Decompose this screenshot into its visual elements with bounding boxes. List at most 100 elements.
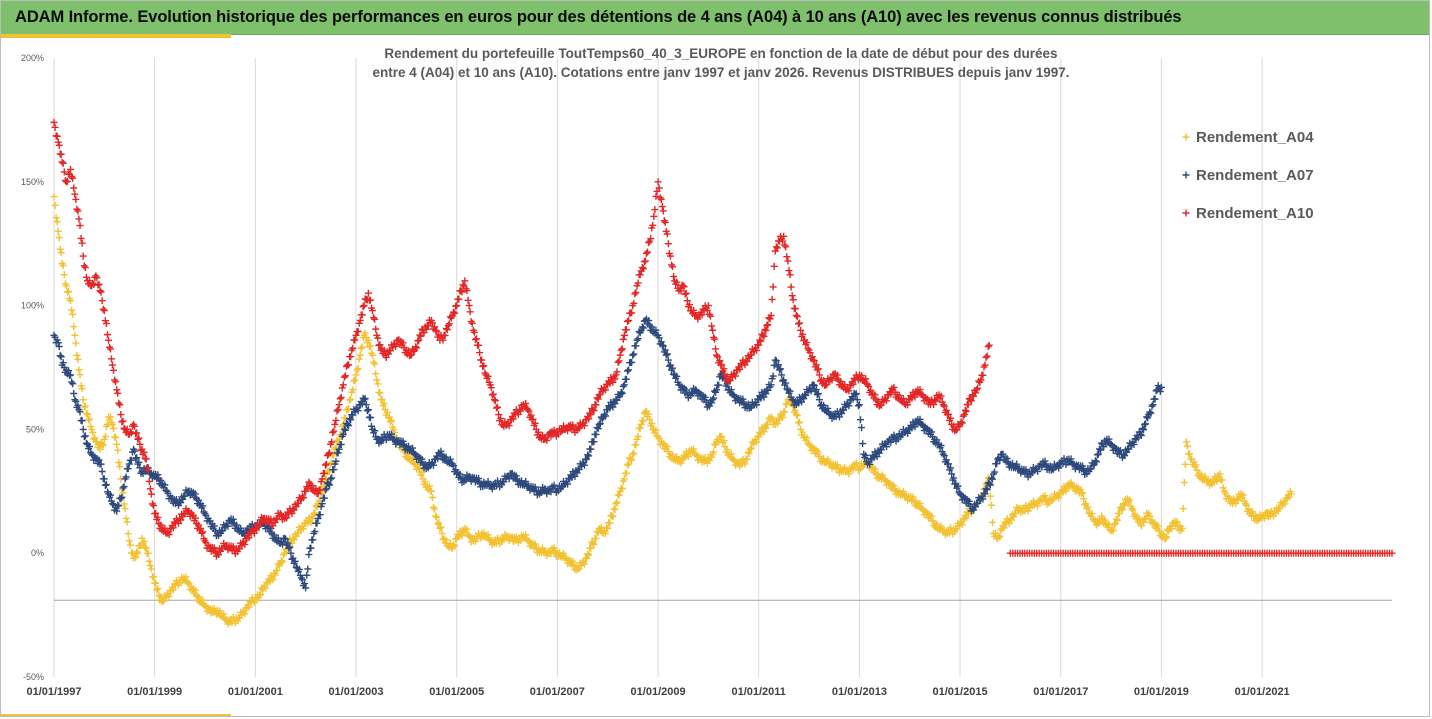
data-point bbox=[105, 336, 113, 344]
data-point bbox=[594, 395, 602, 403]
data-point bbox=[628, 456, 636, 464]
data-point bbox=[652, 426, 660, 434]
report-title: ADAM Informe. Evolution historique des p… bbox=[15, 8, 1182, 26]
data-point bbox=[77, 234, 85, 242]
data-point bbox=[649, 221, 657, 229]
data-point bbox=[1130, 440, 1138, 448]
data-point bbox=[216, 607, 224, 615]
data-point bbox=[1193, 466, 1201, 474]
data-point bbox=[81, 402, 89, 410]
data-point bbox=[966, 396, 974, 404]
data-point bbox=[278, 558, 286, 566]
data-point bbox=[82, 410, 90, 418]
data-point bbox=[895, 391, 903, 399]
data-point bbox=[443, 326, 451, 334]
data-point bbox=[64, 367, 72, 375]
data-point bbox=[302, 584, 310, 592]
data-point bbox=[470, 328, 478, 336]
data-point bbox=[82, 439, 90, 447]
data-point bbox=[374, 334, 382, 342]
data-point bbox=[747, 444, 755, 452]
data-point bbox=[337, 393, 345, 401]
data-point bbox=[71, 190, 79, 198]
data-point bbox=[150, 502, 158, 510]
data-point bbox=[1144, 414, 1152, 422]
data-point bbox=[144, 466, 152, 474]
data-point bbox=[59, 261, 67, 269]
data-point bbox=[820, 401, 828, 409]
data-point bbox=[52, 214, 60, 222]
data-point bbox=[958, 521, 966, 529]
data-point bbox=[97, 288, 105, 296]
data-point bbox=[720, 365, 728, 373]
data-point bbox=[112, 378, 120, 386]
data-point bbox=[984, 343, 992, 351]
data-point bbox=[347, 395, 355, 403]
data-point bbox=[82, 273, 90, 281]
data-point bbox=[585, 551, 593, 559]
data-point bbox=[69, 174, 77, 182]
data-point bbox=[1162, 534, 1170, 542]
data-point bbox=[184, 579, 192, 587]
data-point bbox=[142, 544, 150, 552]
data-point bbox=[136, 440, 144, 448]
data-point bbox=[335, 435, 343, 443]
x-tick-label: 01/01/2017 bbox=[1033, 686, 1088, 698]
data-point bbox=[759, 331, 767, 339]
data-point bbox=[585, 452, 593, 460]
data-point bbox=[815, 396, 823, 404]
data-point bbox=[241, 610, 249, 618]
data-point bbox=[954, 482, 962, 490]
data-point bbox=[75, 215, 83, 223]
data-point bbox=[814, 365, 822, 373]
data-point bbox=[456, 470, 464, 478]
data-point bbox=[634, 432, 642, 440]
data-point bbox=[780, 232, 788, 240]
data-point bbox=[543, 436, 551, 444]
data-point bbox=[987, 474, 995, 482]
data-point bbox=[320, 494, 328, 502]
data-point bbox=[1146, 512, 1154, 520]
data-point bbox=[271, 571, 279, 579]
data-point bbox=[327, 475, 335, 483]
data-point bbox=[361, 329, 369, 337]
data-point bbox=[584, 451, 592, 459]
data-point bbox=[986, 492, 994, 500]
data-point bbox=[358, 311, 366, 319]
data-point bbox=[445, 320, 453, 328]
data-point bbox=[657, 338, 665, 346]
data-point bbox=[1388, 549, 1396, 557]
data-point bbox=[606, 519, 614, 527]
data-point bbox=[788, 292, 796, 300]
data-point bbox=[416, 331, 424, 339]
data-point bbox=[851, 391, 859, 399]
data-point bbox=[762, 327, 770, 335]
data-point bbox=[1094, 450, 1102, 458]
data-point bbox=[115, 399, 123, 407]
data-point bbox=[629, 351, 637, 359]
data-point bbox=[339, 381, 347, 389]
data-point bbox=[688, 388, 696, 396]
data-point bbox=[720, 437, 728, 445]
data-point bbox=[866, 460, 874, 468]
data-point bbox=[764, 321, 772, 329]
data-point bbox=[904, 401, 912, 409]
data-point bbox=[612, 371, 620, 379]
data-point bbox=[256, 591, 264, 599]
data-point bbox=[269, 576, 277, 584]
data-point bbox=[450, 462, 458, 470]
data-point bbox=[371, 315, 379, 323]
data-point bbox=[779, 414, 787, 422]
data-point bbox=[102, 320, 110, 328]
data-point bbox=[372, 325, 380, 333]
data-point bbox=[89, 279, 97, 287]
data-point bbox=[630, 350, 638, 358]
data-point bbox=[191, 514, 199, 522]
data-point bbox=[928, 512, 936, 520]
data-point bbox=[169, 586, 177, 594]
data-point bbox=[93, 274, 101, 282]
data-point bbox=[967, 397, 975, 405]
data-point bbox=[849, 380, 857, 388]
data-point bbox=[413, 344, 421, 352]
